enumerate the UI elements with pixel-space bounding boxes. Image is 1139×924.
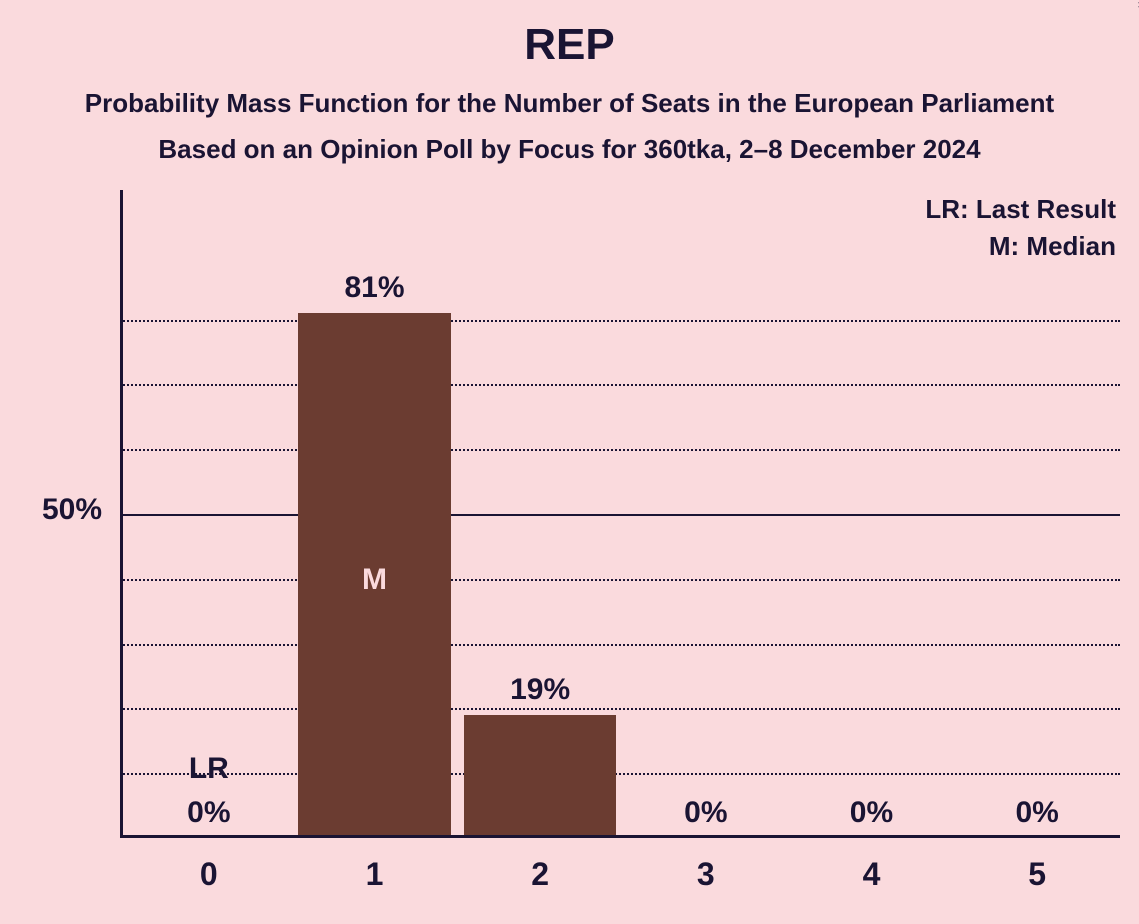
legend: LR: Last Result M: Median xyxy=(925,194,1116,268)
bar-value-label: 0% xyxy=(126,796,292,830)
gridline xyxy=(120,579,1120,581)
bar-value-label: 81% xyxy=(292,271,458,305)
gridline xyxy=(120,384,1120,386)
last-result-marker: LR xyxy=(126,752,292,786)
median-marker: M xyxy=(292,563,458,597)
copyright-text: © 2024 Filip van Laenen xyxy=(1135,0,1139,8)
plot-area: 0%81%19%0%0%0%LRM xyxy=(120,190,1120,838)
gridline xyxy=(120,708,1120,710)
chart-subtitle-1: Probability Mass Function for the Number… xyxy=(0,88,1139,119)
x-tick-label: 1 xyxy=(292,856,458,893)
bar-value-label: 0% xyxy=(623,796,789,830)
bar-value-label: 19% xyxy=(457,673,623,707)
x-tick-label: 2 xyxy=(457,856,623,893)
x-tick-label: 4 xyxy=(789,856,955,893)
chart-title: REP xyxy=(0,20,1139,70)
y-axis-tick-label: 50% xyxy=(0,493,102,527)
bar xyxy=(464,715,616,835)
legend-item: M: Median xyxy=(925,231,1116,262)
x-tick-label: 5 xyxy=(954,856,1120,893)
bar-value-label: 0% xyxy=(954,796,1120,830)
x-tick-label: 3 xyxy=(623,856,789,893)
chart-subtitle-2: Based on an Opinion Poll by Focus for 36… xyxy=(0,134,1139,165)
gridline xyxy=(120,644,1120,646)
x-tick-label: 0 xyxy=(126,856,292,893)
legend-item: LR: Last Result xyxy=(925,194,1116,225)
gridline xyxy=(120,449,1120,451)
gridline xyxy=(120,320,1120,322)
x-axis-line xyxy=(120,835,1120,838)
bar-value-label: 0% xyxy=(789,796,955,830)
gridline xyxy=(120,514,1120,516)
